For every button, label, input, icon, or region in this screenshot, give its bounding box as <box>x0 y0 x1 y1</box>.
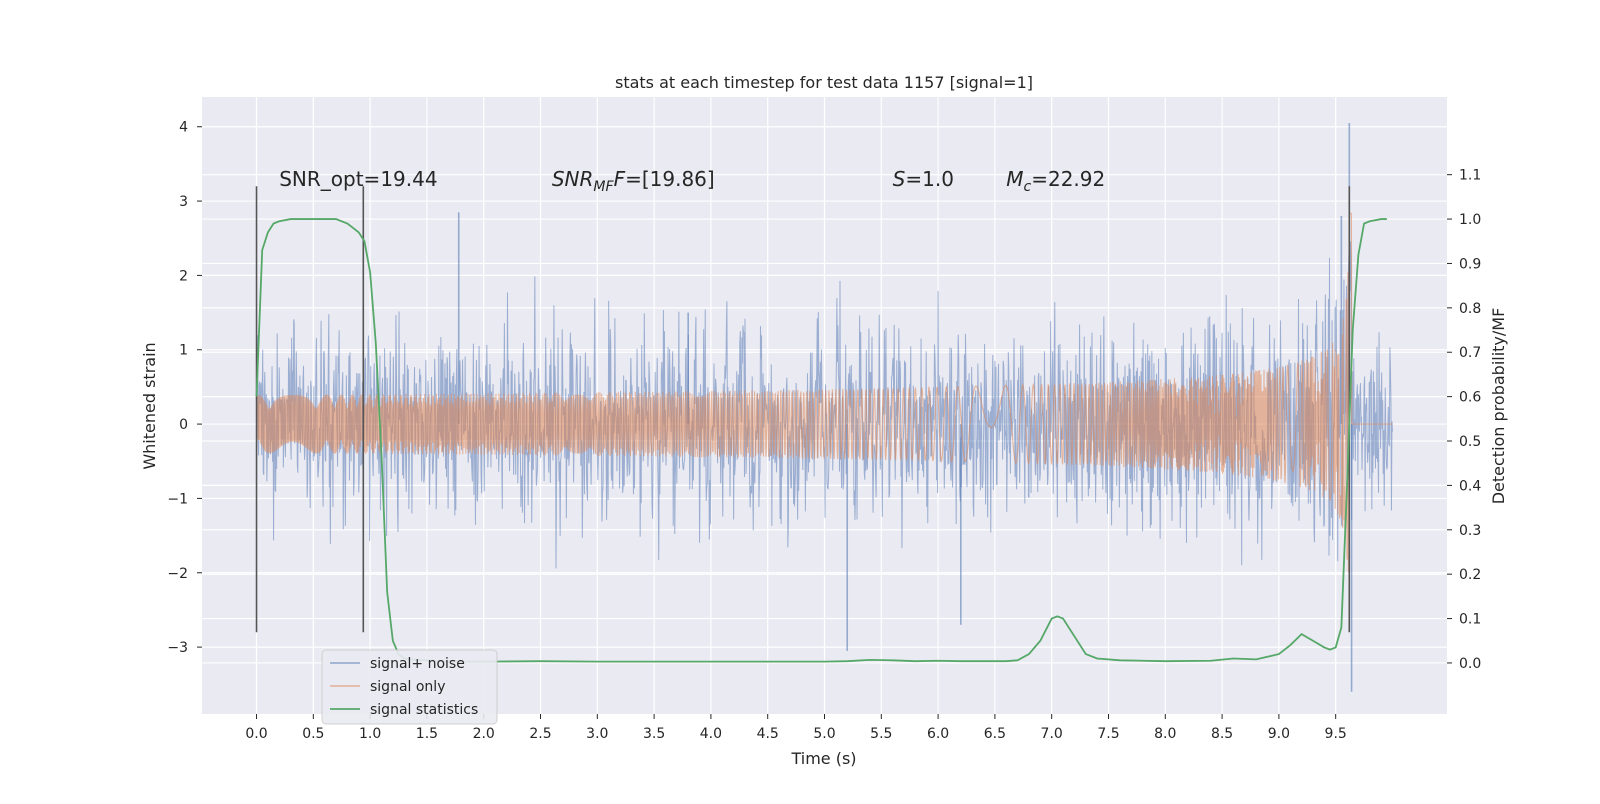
x-tick-label: 2.0 <box>473 726 495 742</box>
annotation-snr-opt: SNR_opt=19.44 <box>279 167 437 191</box>
x-tick-label: 1.0 <box>359 726 381 742</box>
legend-label-stats: signal statistics <box>370 702 478 718</box>
y2-tick-label: 0.6 <box>1459 390 1481 406</box>
signal-series-layer <box>255 212 1393 573</box>
x-tick-label: 1.5 <box>416 726 438 742</box>
x-tick-label: 9.0 <box>1268 726 1290 742</box>
y2-tick-label: 0.1 <box>1459 612 1481 628</box>
y-tick-label: −1 <box>167 491 188 507</box>
x-tick-label: 7.0 <box>1041 726 1063 742</box>
y-tick-label: 0 <box>179 417 188 433</box>
x-tick-label: 7.5 <box>1097 726 1119 742</box>
stats-series-line <box>255 218 1387 663</box>
y-tick-label: 1 <box>179 343 188 359</box>
annotation-s: S=1.0 <box>893 167 954 191</box>
y2-tick-label: 0.7 <box>1459 345 1481 361</box>
annotation-snr-mf: SNRMFF=[19.86] <box>552 167 715 195</box>
y-tick-label: 4 <box>179 120 188 136</box>
x-tick-label: 3.5 <box>643 726 665 742</box>
x-tick-label: 5.0 <box>813 726 835 742</box>
y-tick-label: 3 <box>179 194 188 210</box>
x-tick-label: 3.0 <box>586 726 608 742</box>
y2-tick-label: 0.0 <box>1459 656 1481 672</box>
y2-tick-label: 0.3 <box>1459 523 1481 539</box>
x-tick-label: 8.5 <box>1211 726 1233 742</box>
y2-axis-label: Detection probability/MF <box>1489 308 1508 505</box>
annotation-layer: SNR_opt=19.44 SNRMFF=[19.86] S=1.0 Mc=22.92 <box>279 167 1105 195</box>
y2-tick-label: 0.8 <box>1459 301 1481 317</box>
legend-label-noise: signal+ noise <box>370 656 465 672</box>
x-tick-label: 4.0 <box>700 726 722 742</box>
x-tick-label: 4.5 <box>757 726 779 742</box>
y2-tick-label: 0.4 <box>1459 478 1481 494</box>
legend-box <box>321 649 498 725</box>
y-tick-label: −2 <box>167 566 188 582</box>
stats-series-layer <box>255 218 1387 663</box>
x-tick-label: 8.0 <box>1154 726 1176 742</box>
x-tick-label: 6.0 <box>927 726 949 742</box>
legend: signal+ noise signal only signal statist… <box>321 649 498 725</box>
x-axis-label: Time (s) <box>790 749 856 768</box>
y2-tick-label: 0.5 <box>1459 434 1481 450</box>
x-tick-label: 9.5 <box>1325 726 1347 742</box>
y-tick-label: 2 <box>179 268 188 284</box>
tick-layer: 0.0 0.5 1.0 1.5 2.0 2.5 3.0 3.5 4.0 4.5 5.0 5.5 6.0 6… <box>167 120 1481 742</box>
y2-tick-label: 1.1 <box>1459 168 1481 184</box>
x-tick-label: 6.5 <box>984 726 1006 742</box>
y-axis-label: Whitened strain <box>140 342 159 469</box>
annotation-mc: Mc=22.92 <box>1006 167 1105 195</box>
x-tick-label: 0.0 <box>245 726 267 742</box>
legend-label-signal: signal only <box>370 679 445 695</box>
x-tick-label: 5.5 <box>870 726 892 742</box>
y2-tick-label: 0.9 <box>1459 256 1481 272</box>
y-tick-label: −3 <box>167 640 188 656</box>
x-tick-label: 2.5 <box>529 726 551 742</box>
y2-tick-label: 0.2 <box>1459 567 1481 583</box>
signal-series-line <box>255 212 1393 573</box>
x-tick-label: 0.5 <box>302 726 324 742</box>
chart-title: stats at each timestep for test data 115… <box>615 73 1033 92</box>
y2-tick-label: 1.0 <box>1459 212 1481 228</box>
